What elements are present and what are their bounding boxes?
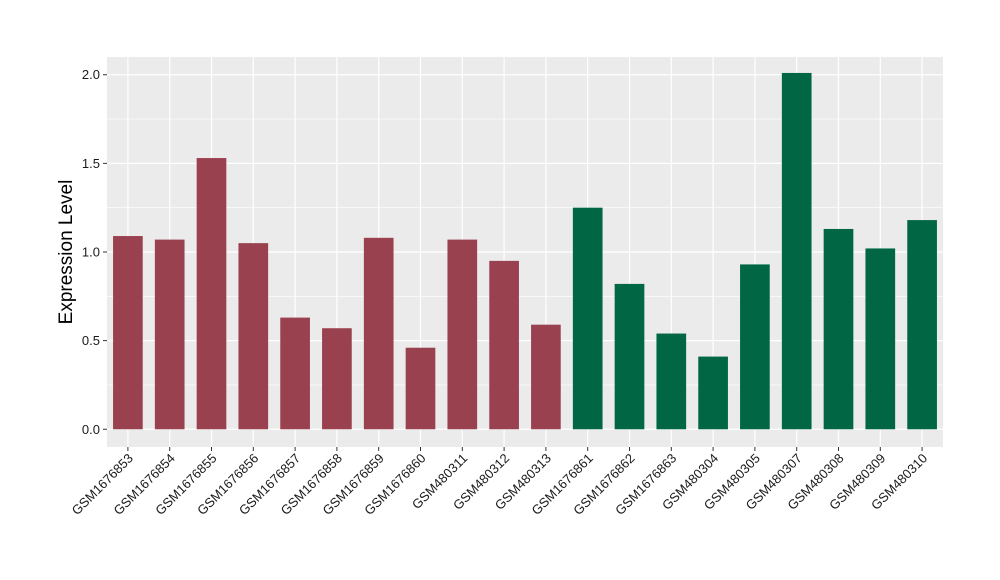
bar-GSM480312 [489,260,519,430]
bar-GSM1676853 [113,236,143,430]
bar-series [113,72,937,430]
y-tick-label: 2.0 [82,67,100,82]
y-axis-title: Expression Level [56,180,77,325]
bar-GSM480308 [823,228,854,430]
bar-GSM480305 [740,264,770,430]
y-tick-label: 0.0 [82,422,100,437]
x-axis: GSM1676853GSM1676854GSM1676855GSM1676856… [69,447,930,518]
bar-GSM1676859 [363,237,394,430]
bar-GSM480313 [531,324,561,430]
bar-GSM1676863 [656,333,687,430]
y-axis: 0.0 0.5 1.0 1.5 2.0 [82,67,107,437]
y-tick-label: 1.5 [82,156,100,171]
bar-GSM480310 [907,220,937,430]
bar-GSM480307 [781,72,812,430]
bar-GSM1676862 [614,283,645,430]
bar-GSM480311 [447,239,478,430]
bar-GSM1676861 [572,207,603,430]
y-tick-label: 0.5 [82,333,100,348]
bar-GSM1676854 [154,239,185,430]
bar-GSM1676857 [280,317,310,430]
bar-GSM1676855 [196,158,227,430]
bar-GSM1676860 [405,347,436,430]
bar-GSM1676856 [238,243,269,430]
bar-GSM480309 [865,248,896,430]
bar-GSM1676858 [322,328,352,430]
bar-GSM480304 [698,356,728,430]
y-tick-label: 1.0 [82,245,100,260]
